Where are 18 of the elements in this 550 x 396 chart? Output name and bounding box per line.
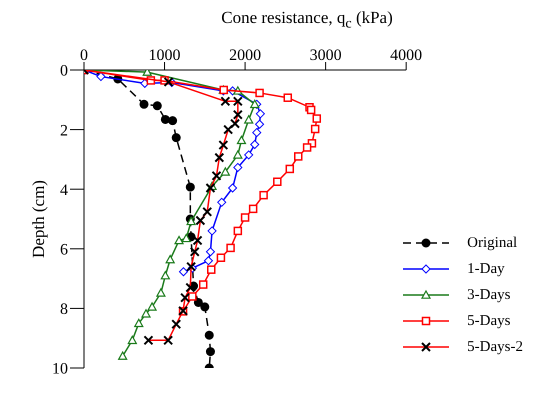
legend-label: 5-Days-2 (467, 338, 523, 356)
y-axis-title: Depth (cm) (29, 180, 48, 258)
legend-label: 3-Days (467, 286, 510, 304)
x-tick-label: 2000 (229, 47, 262, 64)
y-tick-label: 2 (60, 122, 68, 140)
legend-label: Original (467, 234, 518, 252)
x-tick-label: 1000 (148, 47, 181, 64)
y-tick-label: 10 (52, 360, 68, 378)
x-axis-title: Cone resistance, q$_{c}$ (kPa) (220, 8, 394, 32)
legend-label: 1-Day (467, 260, 505, 278)
x-tick-label: 0 (80, 47, 88, 64)
legend-label: 5-Days (467, 312, 510, 330)
y-tick-label: 0 (60, 62, 68, 80)
x-tick-label: 3000 (310, 47, 342, 64)
y-tick-label: 8 (60, 301, 68, 318)
y-tick-label: 6 (60, 241, 68, 258)
x-tick-label: 4000 (390, 47, 422, 64)
y-tick-label: 4 (60, 182, 68, 199)
